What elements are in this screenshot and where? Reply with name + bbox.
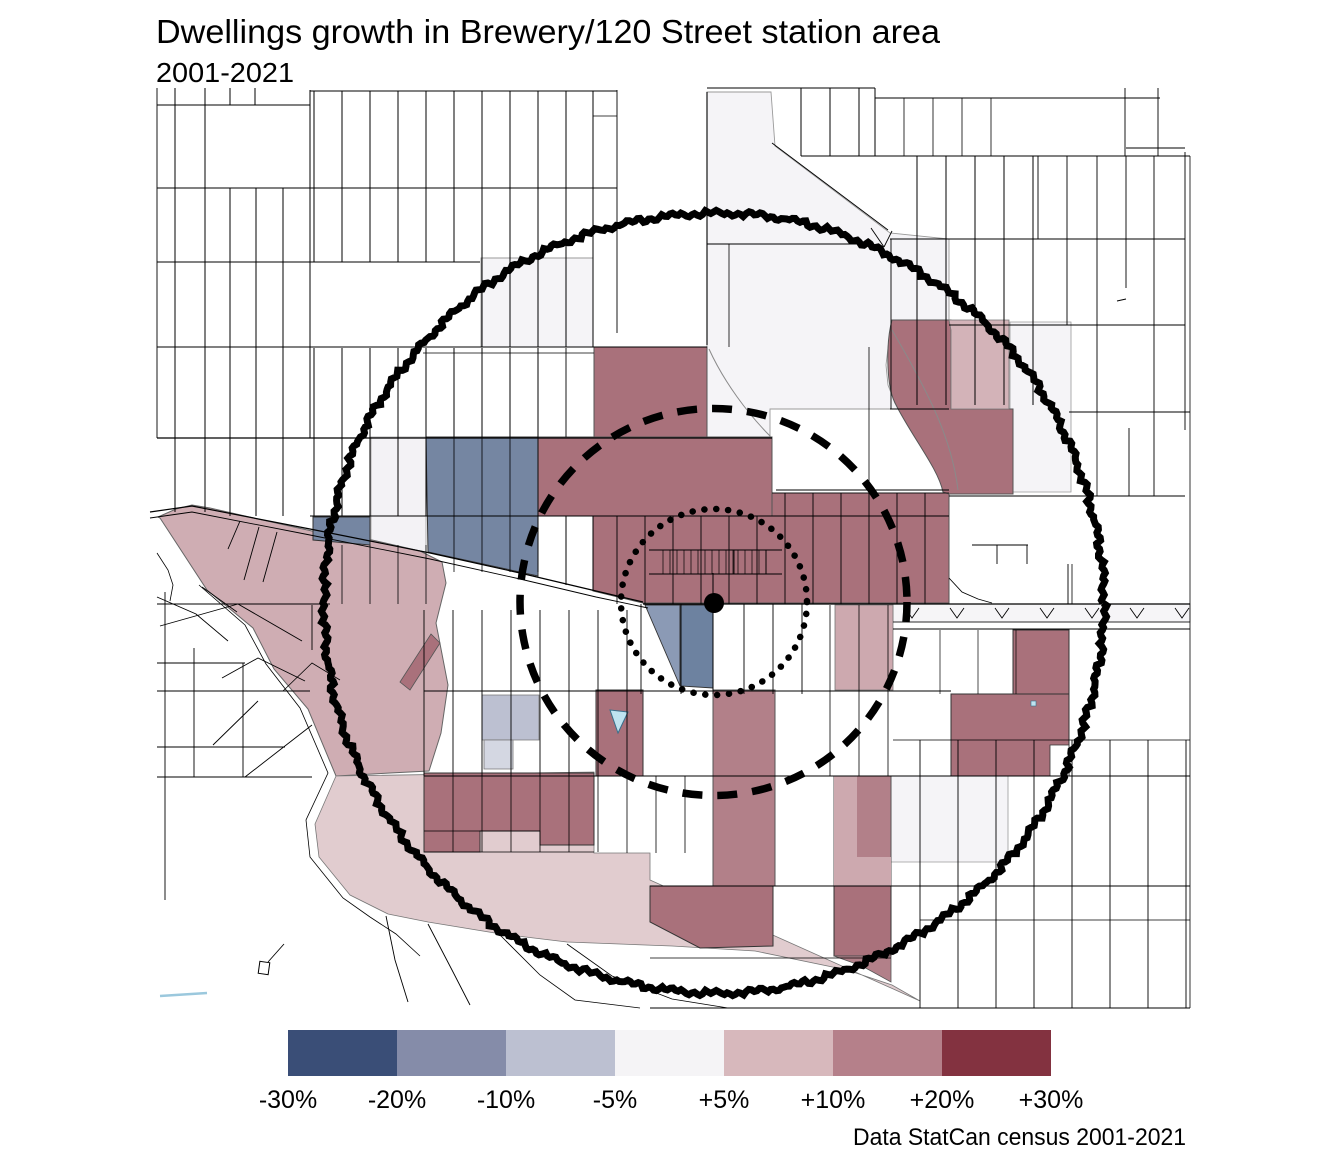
svg-text:+5%: +5% — [699, 1086, 750, 1114]
svg-text:Dwellings growth in Brewery/12: Dwellings growth in Brewery/120 Street s… — [156, 13, 941, 50]
svg-text:-30%: -30% — [259, 1086, 317, 1114]
svg-text:Data StatCan census 2001-2021: Data StatCan census 2001-2021 — [853, 1124, 1186, 1151]
svg-text:2001-2021: 2001-2021 — [156, 57, 294, 88]
svg-text:+10%: +10% — [801, 1086, 866, 1114]
svg-text:-5%: -5% — [593, 1086, 637, 1114]
svg-text:-20%: -20% — [368, 1086, 426, 1114]
svg-text:-10%: -10% — [477, 1086, 535, 1114]
svg-text:+30%: +30% — [1019, 1086, 1084, 1114]
svg-text:+20%: +20% — [910, 1086, 975, 1114]
